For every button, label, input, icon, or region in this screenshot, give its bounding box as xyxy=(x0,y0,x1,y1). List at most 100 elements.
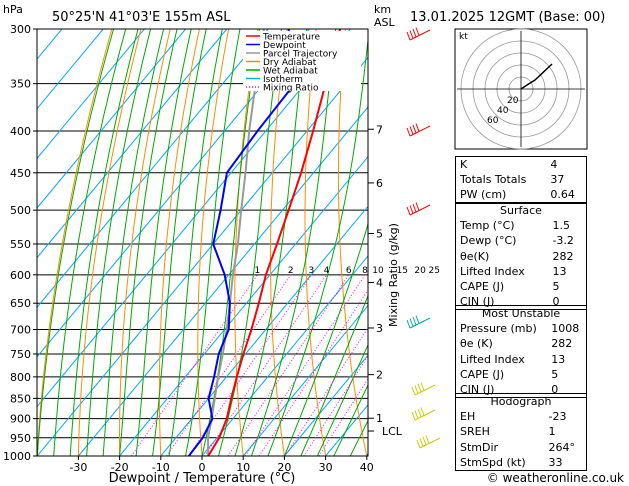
isotherm-line xyxy=(37,29,269,309)
wind-barb-flag xyxy=(420,382,425,391)
table-row: StmDir 264° xyxy=(456,440,587,455)
mixing-ratio-line xyxy=(131,274,258,456)
wind-barb-flag xyxy=(420,407,425,416)
isotherm-line xyxy=(284,354,368,456)
wind-barb-flag xyxy=(416,439,421,449)
dry-adiabat-line xyxy=(234,29,259,456)
wet-adiabat-line xyxy=(234,29,308,456)
index-label: PW (cm) xyxy=(460,188,507,202)
dry-adiabat-line xyxy=(158,29,200,456)
index-value: -3.2 xyxy=(552,234,574,248)
x-axis-label: Dewpoint / Temperature (°C) xyxy=(109,471,296,486)
km-label: 4 xyxy=(376,276,383,289)
wind-barb-flag xyxy=(425,435,430,444)
index-value: 13 xyxy=(551,352,566,366)
wind-barb-flag xyxy=(406,319,411,329)
wind-barb-flag xyxy=(409,126,414,135)
wet-adiabat-line xyxy=(300,294,368,456)
wet-adiabat-line xyxy=(316,343,368,456)
wet-adiabat-line xyxy=(119,29,178,456)
mixing-ratio-label: 2 xyxy=(288,266,294,276)
pressure-label: 900 xyxy=(10,413,31,426)
pressure-label: 450 xyxy=(10,167,31,180)
index-label: CAPE (J) xyxy=(460,280,505,294)
index-value: -23 xyxy=(548,410,567,424)
wet-adiabat-line xyxy=(135,29,192,456)
table-section-title: Most Unstable xyxy=(456,306,587,322)
temperature-tick-label: 10 xyxy=(236,461,250,474)
table-row: Totals Totals 37 xyxy=(456,172,587,187)
mixing-ratio-label: 1 xyxy=(255,266,261,276)
index-value: 0.64 xyxy=(550,188,575,202)
index-label: θe(K) xyxy=(460,249,490,263)
wind-barb-flag xyxy=(409,205,414,214)
wind-barb-flag xyxy=(409,30,414,39)
wind-barbs xyxy=(406,27,441,449)
index-value: 1.5 xyxy=(552,219,570,233)
wind-barb-flag xyxy=(419,438,424,447)
indices-table-basic: K 4 Totals Totals 37 PW (cm) 0.64 xyxy=(455,156,587,204)
dry-adiabat-line xyxy=(197,29,230,456)
pressure-label: 800 xyxy=(10,371,31,384)
temperature-tick-label: -30 xyxy=(69,461,87,474)
wind-barb-flag xyxy=(417,408,422,418)
wind-barb-flag xyxy=(417,383,422,393)
index-label: StmDir xyxy=(460,440,499,454)
wet-adiabat-line xyxy=(283,221,368,456)
hpa-label: hPa xyxy=(3,3,23,16)
temperature-tick-label: 30 xyxy=(319,461,333,474)
dry-adiabat-line xyxy=(270,29,288,456)
index-label: Dewp (°C) xyxy=(460,234,517,248)
table-row: PW (cm) 0.64 xyxy=(456,187,587,203)
temperature-line xyxy=(207,29,342,456)
legend-box xyxy=(243,31,361,91)
pressure-label: 850 xyxy=(10,392,31,405)
wind-barb-flag xyxy=(412,316,417,326)
dry-adiabat-line xyxy=(402,29,449,456)
legend-entry: Temperature xyxy=(262,33,320,43)
index-label: Pressure (mb) xyxy=(460,322,537,336)
km-label: 1 xyxy=(376,412,383,425)
km-label: 2 xyxy=(376,369,383,382)
wet-adiabat-line xyxy=(102,29,165,456)
index-value: 282 xyxy=(552,249,574,263)
mixing-ratio-label: 4 xyxy=(324,266,330,276)
mixing-ratio-axis-label: Mixing Ratio (g/kg) xyxy=(387,223,400,327)
legend-entry: Wet Adiabat xyxy=(263,67,318,77)
isotherm-line xyxy=(78,106,368,456)
table-row: θe(K) 282 xyxy=(456,249,587,264)
isotherm-line xyxy=(160,205,368,456)
index-label: Lifted Index xyxy=(460,352,525,366)
mixing-ratio-line xyxy=(244,274,366,456)
mixing-ratio-label: 6 xyxy=(346,266,352,276)
dry-adiabat-line xyxy=(119,29,171,456)
isotherm-line xyxy=(201,255,368,456)
dry-adiabat-line xyxy=(608,29,629,456)
wet-adiabat-line xyxy=(185,29,241,456)
km-label: 5 xyxy=(376,228,383,241)
pressure-label: 550 xyxy=(10,238,31,251)
table-row: CAPE (J) 5 xyxy=(456,367,587,382)
table-row: CIN (J) 0 xyxy=(456,382,587,398)
table-row: Pressure (mb) 1008 xyxy=(456,321,587,336)
temperature-tick-label: -20 xyxy=(111,461,129,474)
table-row: Temp (°C) 1.5 xyxy=(456,218,587,233)
index-label: CIN (J) xyxy=(460,383,495,397)
copyright: © weatheronline.co.uk xyxy=(487,471,624,485)
wind-barb-flag xyxy=(406,31,411,41)
wet-adiabat-line xyxy=(86,29,152,456)
dry-adiabat-line xyxy=(37,29,113,456)
lcl-label: LCL xyxy=(382,425,403,438)
isotherm-line xyxy=(37,29,145,160)
hodograph-ring-label: 60 xyxy=(487,116,499,126)
indices-table-hodograph: Hodograph EH -23 SREH 1 StmDir 264° StmSpd (kt)… xyxy=(455,393,587,471)
wet-adiabat-line xyxy=(333,383,368,456)
indices-table-surface: Surface Temp (°C) 1.5 Dewp (°C) -3.2 θe(K) 282… xyxy=(455,202,587,311)
mixing-ratio-line xyxy=(166,274,292,456)
table-row: SREH 1 xyxy=(456,424,587,439)
table-row: θe (K) 282 xyxy=(456,336,587,351)
section-title: Hodograph xyxy=(490,395,552,409)
wind-barb-flag xyxy=(406,206,411,216)
km-label: 7 xyxy=(376,123,383,136)
asl-label: ASL xyxy=(374,16,396,29)
